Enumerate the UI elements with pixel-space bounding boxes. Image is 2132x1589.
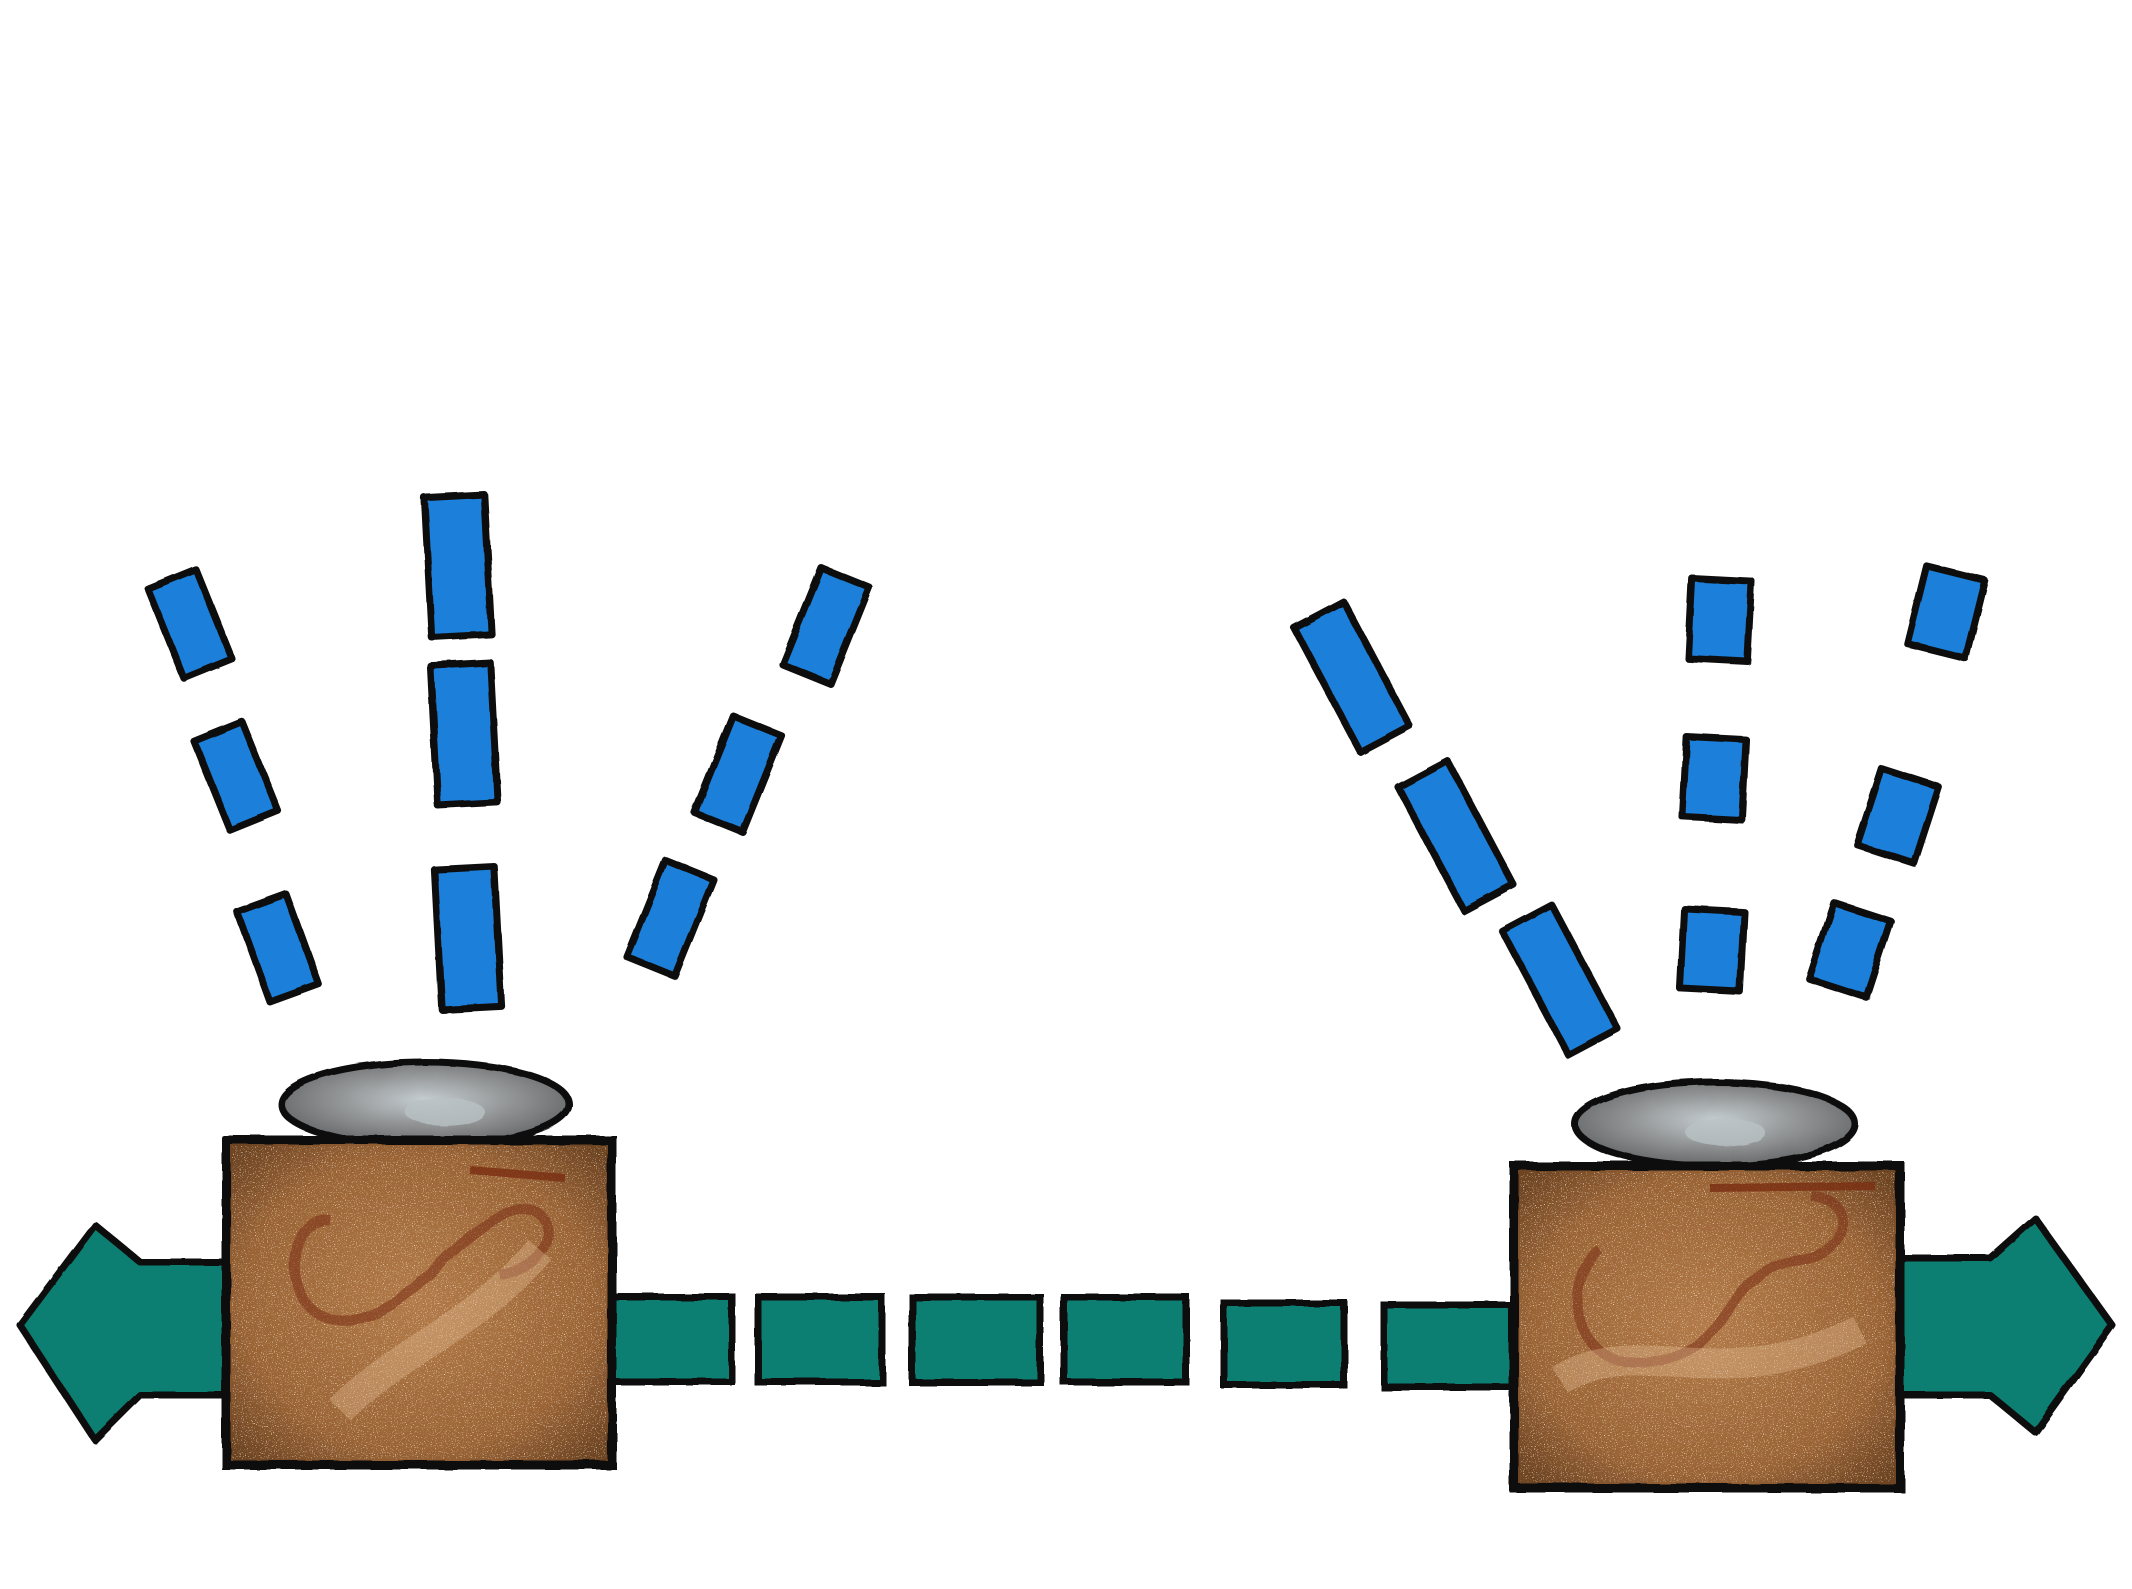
left-droplets — [144, 491, 874, 1013]
water-droplet-icon — [1676, 904, 1748, 996]
water-droplet-icon — [1498, 901, 1622, 1059]
pipe-segment — [1380, 1301, 1516, 1391]
water-droplet-icon — [690, 712, 786, 836]
water-droplet-icon — [420, 491, 496, 641]
leaking-box-icon — [221, 1135, 617, 1470]
water-droplet-icon — [1903, 562, 1989, 662]
water-droplet-icon — [1684, 574, 1756, 666]
cap-icon — [277, 1058, 573, 1150]
arrow-right-icon — [1896, 1214, 2116, 1436]
water-droplet-icon — [1853, 765, 1943, 867]
pipe-segment — [1060, 1293, 1190, 1386]
pipe-segments — [608, 1293, 1516, 1391]
left-unit — [221, 1058, 617, 1470]
pipe-segment — [908, 1293, 1044, 1386]
water-droplet-icon — [430, 863, 506, 1013]
water-droplet-icon — [622, 856, 718, 980]
leaking-box-icon — [1509, 1161, 1905, 1493]
pipe-segment — [1220, 1299, 1348, 1389]
water-droplet-icon — [426, 659, 502, 809]
water-droplet-icon — [778, 564, 874, 688]
water-droplet-icon — [1678, 732, 1750, 824]
pipe-segment — [608, 1293, 736, 1386]
cap-icon — [1571, 1078, 1859, 1170]
pipe-segment — [754, 1293, 886, 1386]
water-droplet-icon — [1394, 757, 1518, 915]
right-droplets — [1290, 562, 1989, 1059]
water-droplet-icon — [1805, 899, 1895, 1001]
water-droplet-icon — [233, 890, 323, 1006]
arrow-left-icon — [16, 1221, 234, 1444]
right-unit — [1509, 1078, 1905, 1493]
water-droplet-icon — [190, 718, 282, 834]
water-droplet-icon — [1290, 598, 1414, 756]
water-droplet-icon — [144, 566, 236, 682]
